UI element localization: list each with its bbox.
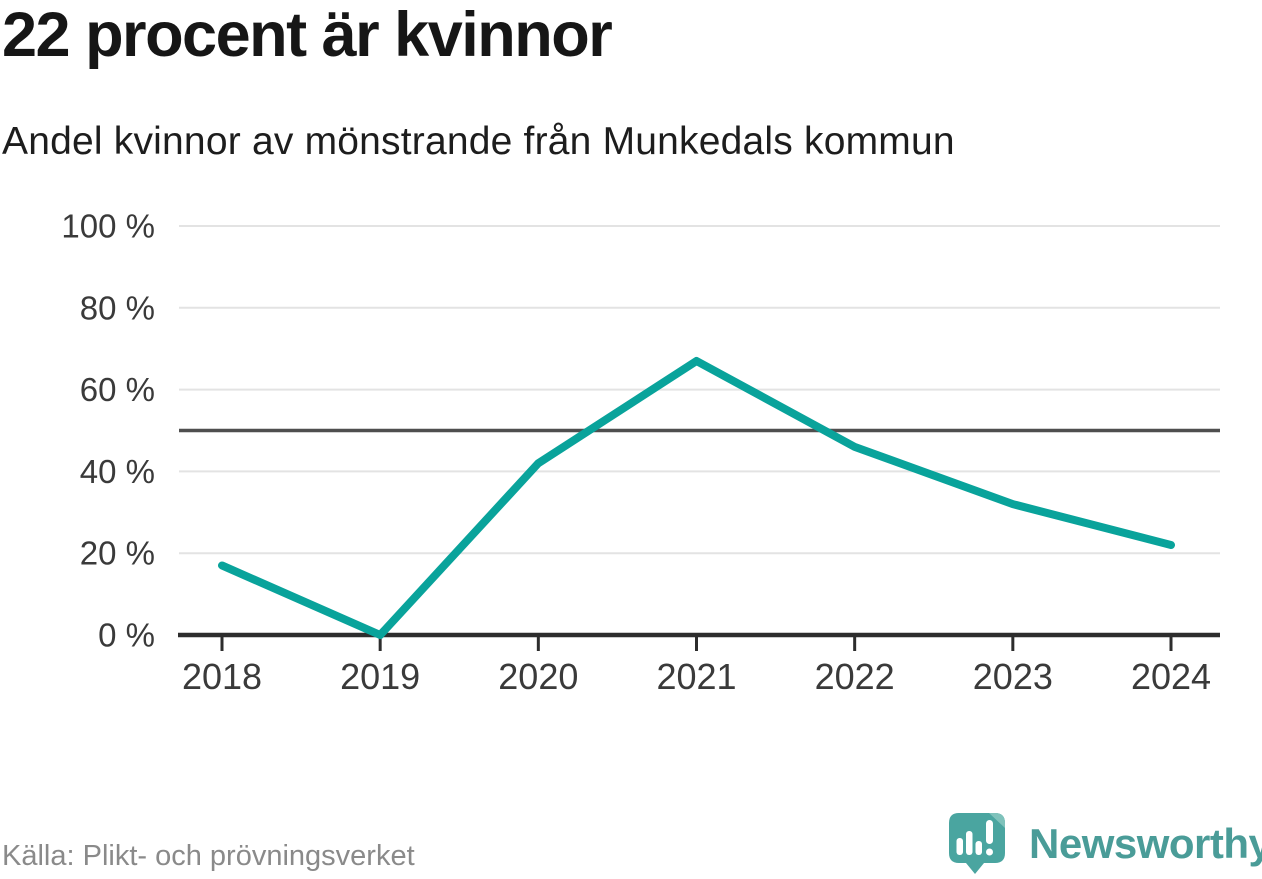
- logo-exclamation-dot: [986, 848, 993, 856]
- y-tick-label: 100 %: [61, 208, 155, 245]
- x-tick-label: 2019: [340, 656, 420, 697]
- chart-subtitle: Andel kvinnor av mönstrande från Munkeda…: [2, 120, 955, 163]
- y-tick-label: 20 %: [80, 535, 155, 572]
- x-tick-label: 2024: [1131, 656, 1211, 697]
- x-tick-label: 2022: [815, 656, 895, 697]
- y-tick-label: 40 %: [80, 453, 155, 490]
- source-label: Källa: Plikt- och prövningsverket: [2, 840, 415, 872]
- newsworthy-wordmark: Newsworthy: [1029, 819, 1262, 867]
- line-chart: 0 % 20 % 40 % 60 % 80 % 100 % 2018 2019 2020 2021…: [61, 208, 1220, 697]
- newsworthy-logo: Newsworthy: [948, 813, 1262, 874]
- y-tick-label: 0 %: [98, 617, 155, 654]
- logo-bar-1: [956, 838, 963, 855]
- logo-bar-2: [966, 831, 973, 855]
- logo-bar-3: [975, 841, 982, 855]
- x-tick-label: 2020: [498, 656, 578, 697]
- logo-exclamation-bar: [986, 820, 993, 844]
- x-tick-label: 2021: [656, 656, 736, 697]
- x-tick-label: 2018: [182, 656, 262, 697]
- x-tick-label: 2023: [973, 656, 1053, 697]
- y-tick-label: 60 %: [80, 371, 155, 408]
- logo-corner-fold: [989, 813, 1005, 828]
- newsworthy-logo-icon: [949, 813, 1005, 874]
- data-line: [218, 356, 1175, 639]
- y-tick-label: 80 %: [80, 289, 155, 326]
- chart-title: 22 procent är kvinnor: [2, 0, 613, 70]
